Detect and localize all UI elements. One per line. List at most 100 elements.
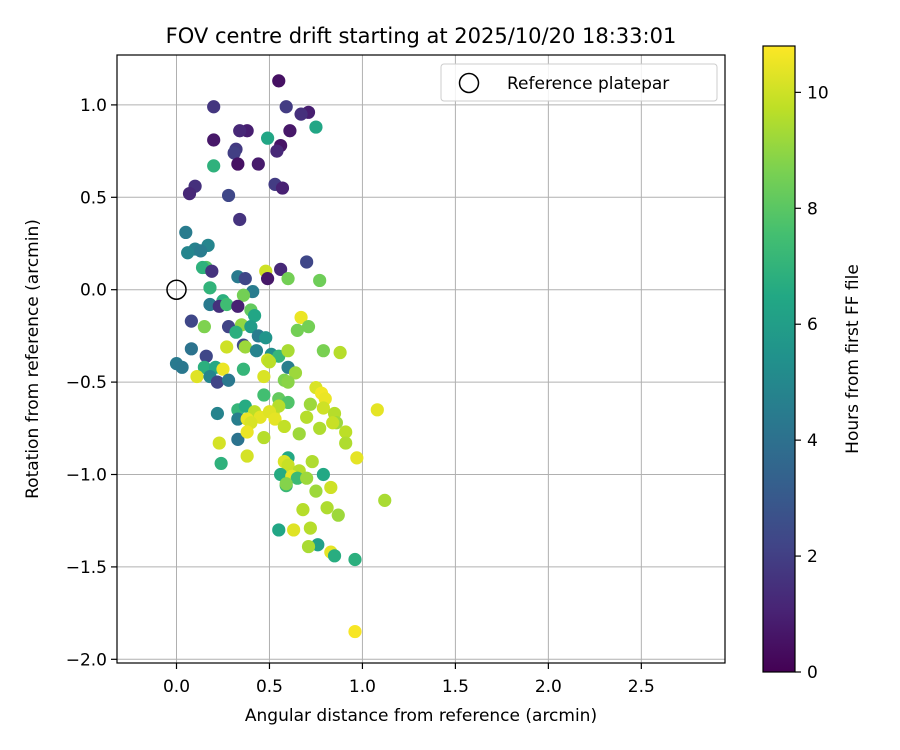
data-point <box>301 320 316 334</box>
data-point <box>313 273 327 288</box>
data-point <box>350 451 364 465</box>
x-tick-label: 2.5 <box>628 677 655 697</box>
data-point <box>221 373 236 387</box>
data-point <box>233 124 247 138</box>
y-axis-label: Rotation from reference (arcmin) <box>23 219 43 499</box>
data-point <box>231 157 245 171</box>
plot-frame <box>116 54 726 664</box>
data-point <box>216 362 230 376</box>
data-point <box>294 107 308 121</box>
data-point <box>281 458 295 472</box>
data-point <box>339 436 353 450</box>
data-point <box>300 255 314 269</box>
data-point <box>316 401 330 415</box>
data-point <box>251 157 265 171</box>
data-point <box>199 349 213 363</box>
y-axis-ticks: 1.0 0.5 0.0 −0.5 −1.0 −1.5 −2.0 <box>66 96 117 670</box>
data-point <box>348 552 362 567</box>
data-point <box>257 388 271 402</box>
data-point <box>292 427 306 441</box>
data-point <box>231 412 245 426</box>
data-point <box>238 340 252 354</box>
data-point <box>275 181 290 195</box>
data-point <box>261 131 275 145</box>
data-point <box>249 344 264 358</box>
data-point <box>320 501 334 515</box>
grid-lines <box>117 55 725 663</box>
data-points <box>169 74 392 639</box>
data-point <box>270 144 284 158</box>
data-point <box>190 369 204 384</box>
data-point <box>194 244 208 258</box>
data-point <box>184 342 198 356</box>
x-axis-ticks: 0.0 0.5 1.0 1.5 2.0 2.5 <box>163 663 655 697</box>
data-point <box>333 345 347 360</box>
data-point <box>238 272 252 286</box>
data-point <box>288 366 303 380</box>
data-point <box>220 297 234 312</box>
data-point <box>290 471 304 485</box>
data-point <box>303 397 317 411</box>
x-tick-label: 0.5 <box>256 677 283 697</box>
data-point <box>324 480 338 495</box>
data-point <box>261 272 275 286</box>
colorbar-tick-label: 4 <box>807 431 818 451</box>
y-tick-label: 1.0 <box>80 96 107 116</box>
data-point <box>378 493 392 507</box>
data-point <box>326 416 340 430</box>
data-point <box>272 74 286 88</box>
data-point <box>287 523 301 537</box>
data-point <box>348 624 362 639</box>
data-point <box>181 246 195 260</box>
data-point <box>233 212 247 227</box>
data-point <box>290 323 304 337</box>
x-tick-label: 0.0 <box>163 677 190 697</box>
data-point <box>257 369 271 384</box>
x-tick-label: 1.0 <box>349 677 376 697</box>
colorbar-label: Hours from first FF file <box>843 264 863 454</box>
y-tick-label: 0.0 <box>80 281 107 301</box>
data-point <box>257 430 271 445</box>
data-point <box>279 100 293 114</box>
data-point <box>281 344 295 358</box>
data-point <box>184 314 198 328</box>
y-tick-label: −0.5 <box>66 373 107 393</box>
data-point <box>259 331 273 345</box>
colorbar: 0 2 4 6 8 10 Hours from first FF file <box>762 45 863 683</box>
data-point <box>309 120 323 134</box>
colorbar-gradient <box>762 45 796 673</box>
data-point <box>281 272 295 286</box>
data-point <box>247 308 262 323</box>
data-point <box>227 146 241 160</box>
x-axis-label: Angular distance from reference (arcmin) <box>245 706 597 726</box>
data-point <box>212 436 226 450</box>
legend: Reference platepar <box>440 63 718 102</box>
data-point <box>244 320 258 334</box>
data-point <box>300 471 314 485</box>
data-point <box>281 375 295 389</box>
data-point <box>313 421 327 435</box>
data-point <box>283 124 297 138</box>
data-point <box>182 187 197 201</box>
colorbar-tick-label: 10 <box>807 83 829 103</box>
data-point <box>214 456 228 471</box>
data-point <box>207 100 221 114</box>
colorbar-tick-label: 6 <box>807 315 818 335</box>
x-tick-label: 2.0 <box>535 677 562 697</box>
y-tick-label: −1.0 <box>66 466 107 486</box>
colorbar-tick-label: 0 <box>807 663 818 683</box>
data-point <box>231 299 245 313</box>
data-point <box>272 523 286 537</box>
data-point <box>236 362 251 376</box>
data-point <box>339 425 353 439</box>
data-point <box>203 281 217 295</box>
data-point <box>300 410 314 424</box>
data-point <box>220 340 234 354</box>
legend-label: Reference platepar <box>507 74 669 94</box>
data-point <box>370 403 384 417</box>
colorbar-tick-label: 2 <box>807 547 818 567</box>
data-point <box>207 159 221 173</box>
data-point <box>179 225 193 240</box>
chart-title: FOV centre drift starting at 2025/10/20 … <box>166 24 677 48</box>
